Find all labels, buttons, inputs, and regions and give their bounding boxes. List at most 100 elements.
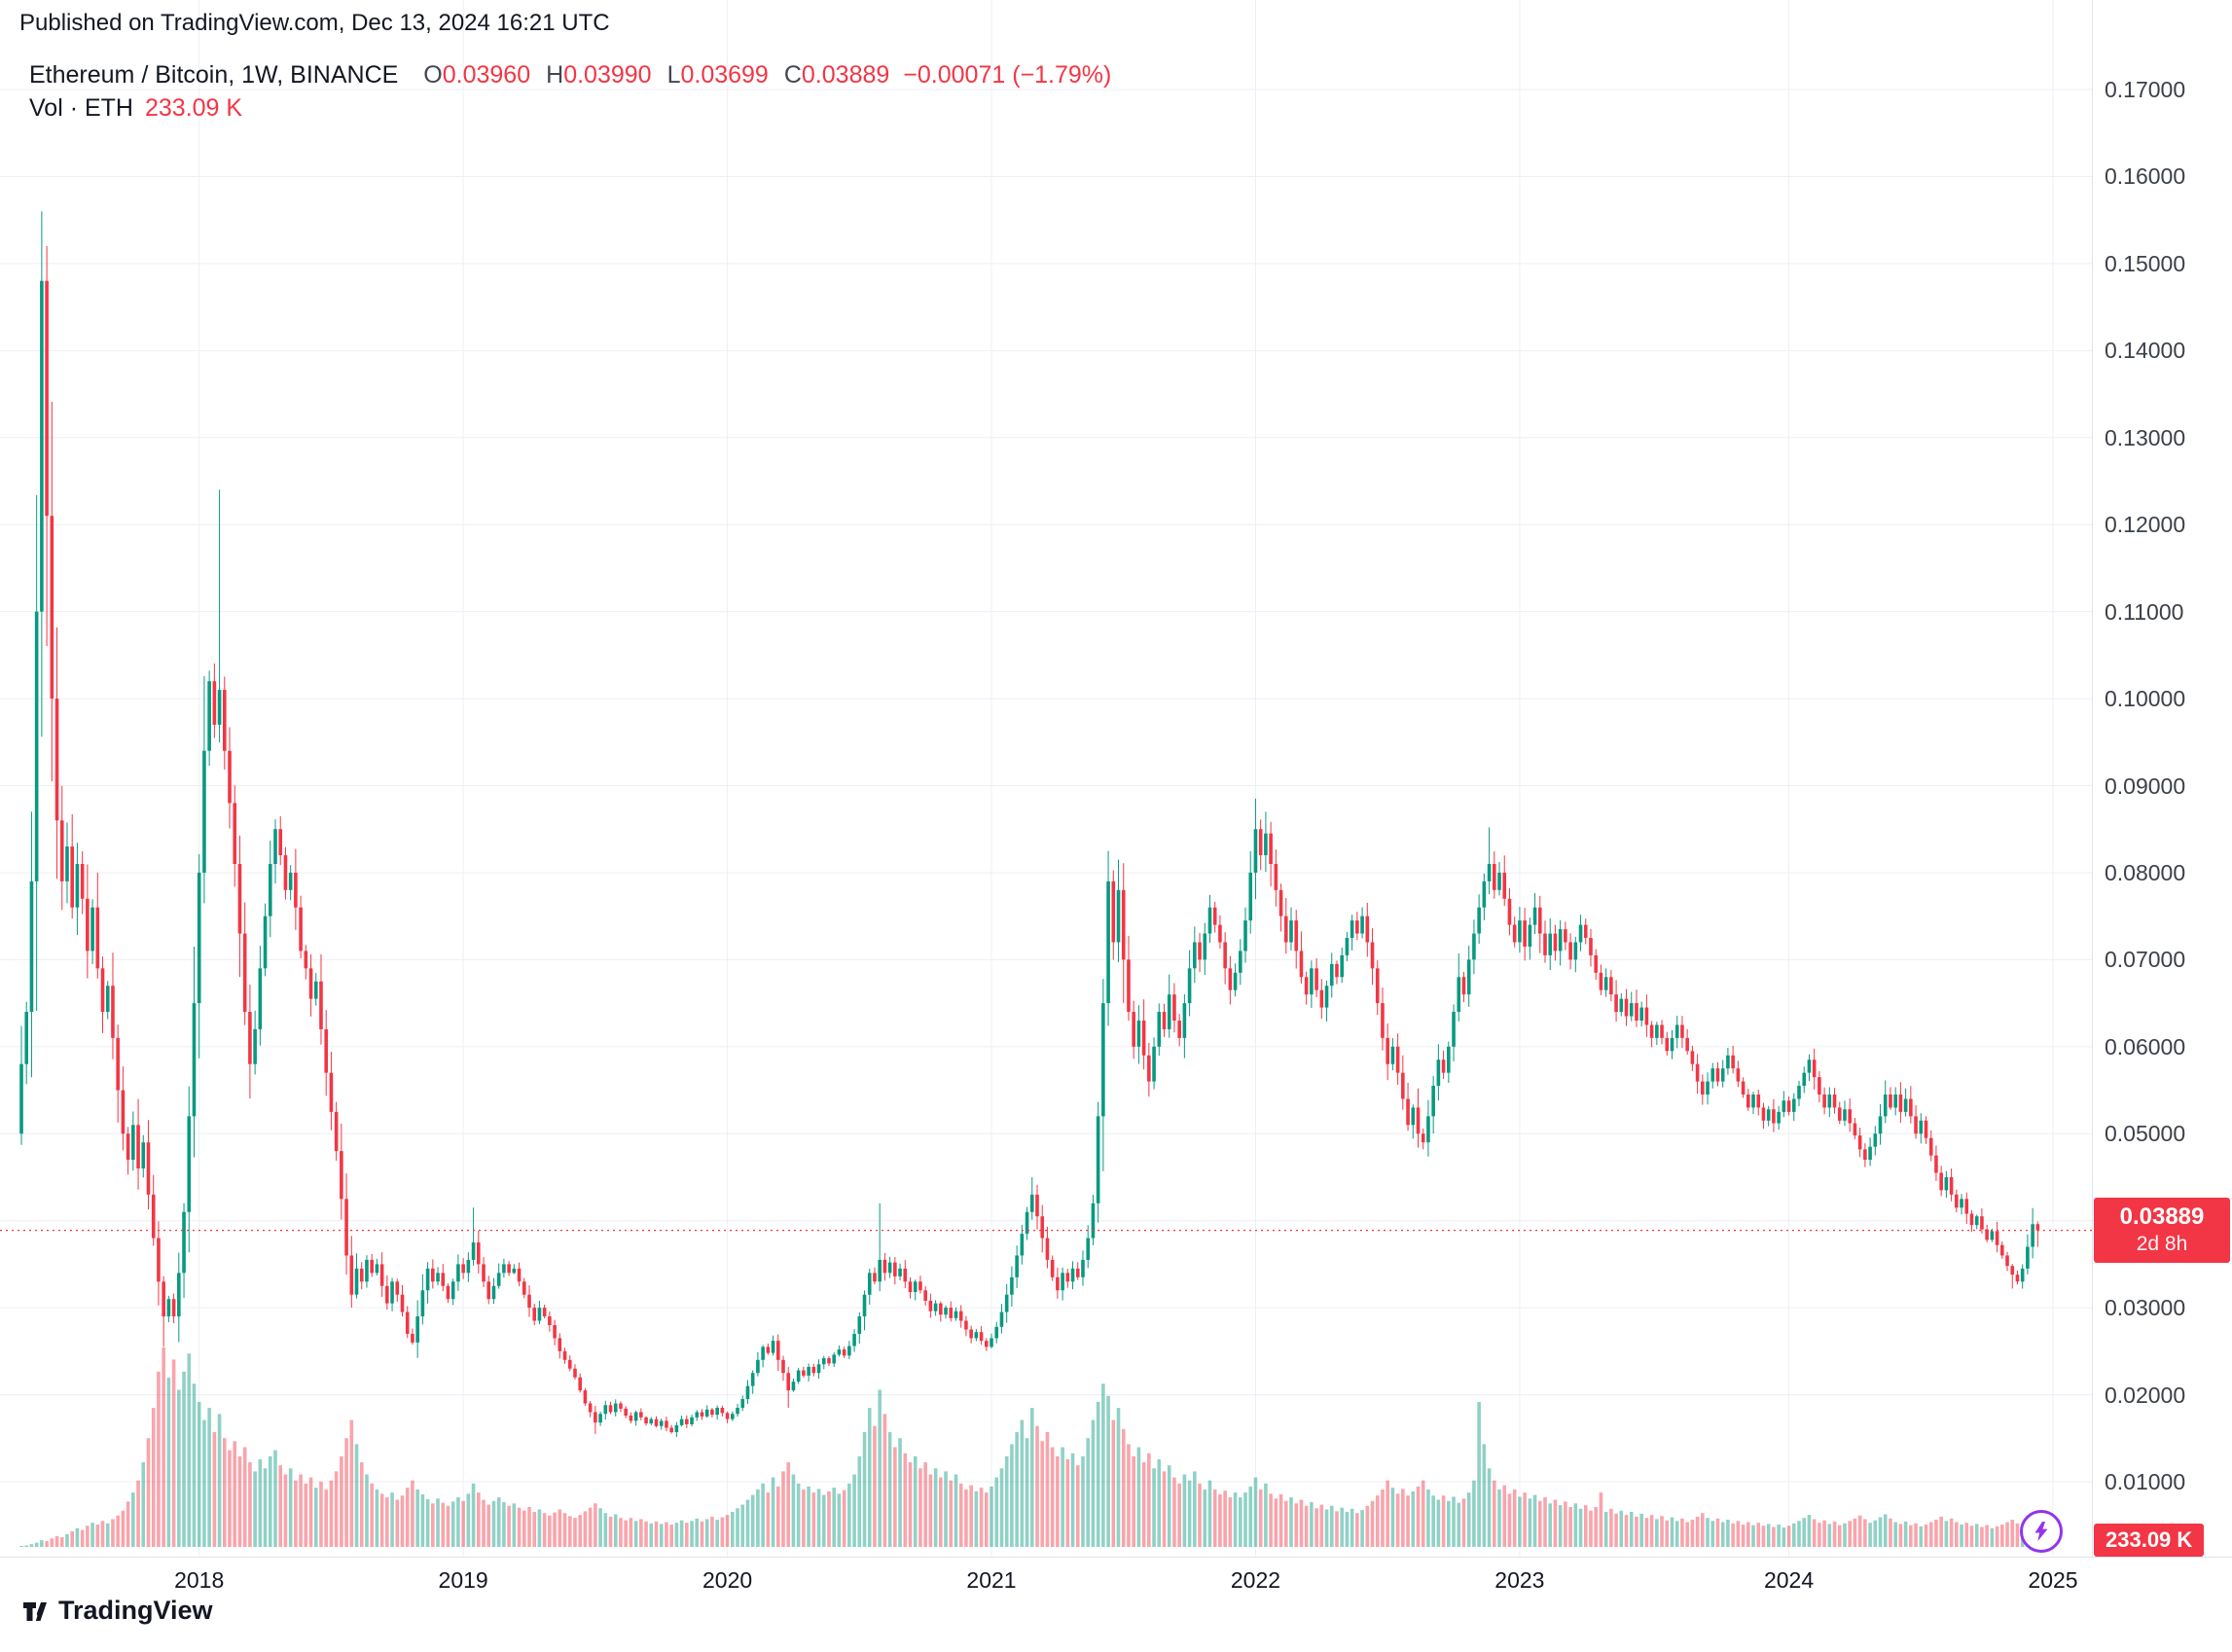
- candle-body: [1960, 1199, 1963, 1208]
- candle-body: [517, 1268, 522, 1282]
- candle-body: [893, 1262, 897, 1276]
- volume-bar: [1635, 1516, 1638, 1547]
- candle-body: [466, 1259, 471, 1274]
- candle-body: [644, 1417, 648, 1424]
- volume-bar: [1355, 1513, 1359, 1547]
- tradingview-attribution[interactable]: TradingView: [21, 1596, 213, 1626]
- candle-body: [639, 1412, 643, 1418]
- volume-bar: [1736, 1521, 1741, 1547]
- candle-body: [1061, 1273, 1064, 1291]
- volume-bar: [308, 1477, 313, 1547]
- candle-body: [1523, 920, 1527, 947]
- volume-bar: [1121, 1428, 1126, 1547]
- flash-button[interactable]: [2020, 1510, 2063, 1553]
- candle-body: [1106, 880, 1110, 1004]
- candle-body: [1720, 1068, 1725, 1082]
- candle-body: [1441, 1059, 1446, 1073]
- candle-body: [1736, 1068, 1741, 1082]
- candle-body: [496, 1273, 501, 1286]
- volume-bar: [928, 1474, 933, 1547]
- volume-bar: [50, 1538, 54, 1547]
- candle-body: [1589, 938, 1593, 955]
- candle-body: [50, 516, 54, 700]
- volume-bar: [1731, 1523, 1735, 1547]
- volume-bar: [187, 1353, 192, 1547]
- volume-bar: [603, 1513, 608, 1547]
- candle-body: [1655, 1024, 1659, 1038]
- candle-body: [446, 1285, 450, 1300]
- volume-bar: [146, 1438, 151, 1547]
- candle-body: [1360, 916, 1364, 934]
- candle-body: [40, 280, 44, 612]
- volume-bar: [548, 1515, 552, 1547]
- volume-bar: [659, 1524, 664, 1547]
- candle-body: [223, 690, 227, 751]
- candle-body: [70, 846, 74, 908]
- volume-bar: [1324, 1509, 1329, 1547]
- volume-bar: [1233, 1492, 1238, 1547]
- candle-body: [1029, 1194, 1034, 1212]
- volume-bar: [1726, 1520, 1730, 1547]
- volume-bar: [100, 1521, 105, 1547]
- volume-bar: [1177, 1483, 1181, 1547]
- price-axis[interactable]: 0.17000 0.16000 0.15000 0.14000 0.13000 0.120…: [2092, 0, 2232, 1557]
- candle-body: [1375, 968, 1380, 1004]
- volume-bar: [598, 1508, 602, 1547]
- volume-bar: [608, 1516, 613, 1547]
- volume-bar: [553, 1512, 557, 1547]
- volume-bar: [811, 1492, 816, 1547]
- volume-bar: [304, 1483, 308, 1547]
- candle-body: [1274, 863, 1278, 890]
- candle-body: [1056, 1276, 1060, 1291]
- change-value: −0.00071 (−1.79%): [903, 61, 1112, 89]
- candle-body: [2010, 1266, 2015, 1275]
- candle-body: [471, 1242, 476, 1260]
- candle-body: [1436, 1059, 1441, 1087]
- volume-bar: [1715, 1518, 1720, 1547]
- candle-body: [75, 863, 80, 908]
- candle-body: [1335, 963, 1339, 978]
- candle-body: [1086, 1238, 1090, 1260]
- volume-bar: [329, 1480, 334, 1547]
- candle-body: [482, 1264, 486, 1282]
- volume-bar: [2000, 1525, 2004, 1547]
- candle-body: [1319, 989, 1324, 1008]
- candle-body: [1065, 1273, 1070, 1282]
- volume-bar: [1447, 1500, 1451, 1547]
- candle-body: [1015, 1255, 1019, 1277]
- candle-body: [1472, 933, 1476, 960]
- volume-bar: [969, 1485, 973, 1547]
- candle-body: [278, 829, 283, 856]
- candle-body: [1609, 977, 1613, 995]
- volume-bar: [1466, 1492, 1471, 1547]
- candle-body: [1172, 994, 1176, 1021]
- candle-body: [2005, 1255, 2009, 1267]
- candle-body: [649, 1419, 654, 1424]
- candle-body: [1203, 933, 1207, 960]
- candle-body: [329, 1072, 334, 1112]
- volume-bar: [766, 1492, 771, 1547]
- volume-bar: [704, 1519, 709, 1547]
- volume-bar: [527, 1507, 531, 1547]
- volume-bar: [1889, 1518, 1892, 1547]
- time-axis[interactable]: 2018 2019 2020 2021 2022 2023 2024 2025: [0, 1557, 2232, 1604]
- candle-body: [136, 1125, 140, 1169]
- candle-body: [1909, 1098, 1913, 1117]
- volume-bar: [1147, 1453, 1151, 1547]
- volume-bar: [1609, 1508, 1613, 1547]
- candle-body: [1493, 863, 1496, 890]
- volume-bar: [1818, 1523, 1821, 1547]
- candle-body: [1482, 880, 1487, 908]
- volume-bar: [1187, 1480, 1192, 1547]
- high-value: 0.03990: [563, 61, 652, 89]
- volume-bar: [893, 1447, 897, 1547]
- candle-body: [1218, 924, 1222, 943]
- candle-body: [1314, 968, 1318, 990]
- volume-bar: [202, 1419, 206, 1547]
- volume-bar: [1086, 1438, 1090, 1547]
- candle-body: [1786, 1100, 1791, 1112]
- bar-countdown: 2d 8h: [2136, 1232, 2188, 1255]
- candle-body: [1878, 1116, 1883, 1134]
- volume-bar: [1370, 1500, 1375, 1547]
- volume-bar: [288, 1468, 293, 1547]
